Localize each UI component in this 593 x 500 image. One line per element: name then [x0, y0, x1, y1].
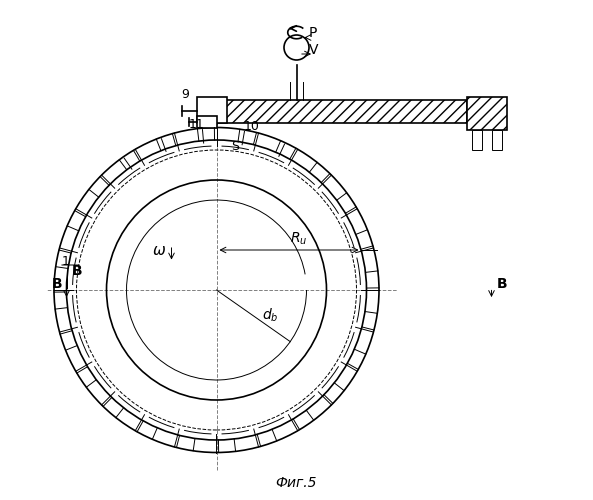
Text: $d_b$: $d_b$	[262, 307, 278, 324]
Bar	[471, 130, 482, 150]
Bar	[216, 100, 467, 122]
Text: P: P	[309, 26, 317, 40]
Text: Фиг.5: Фиг.5	[276, 476, 317, 490]
Text: V: V	[309, 43, 318, 57]
Text: 1: 1	[62, 255, 69, 268]
Text: B: B	[496, 276, 507, 290]
Bar	[196, 116, 216, 128]
Text: B: B	[52, 276, 62, 290]
Text: $R_u$: $R_u$	[291, 230, 308, 247]
Text: S: S	[231, 140, 240, 153]
Bar	[492, 130, 502, 150]
Text: 11: 11	[189, 118, 205, 130]
Text: B: B	[72, 264, 82, 278]
Text: 10: 10	[244, 120, 260, 133]
Text: 9: 9	[181, 88, 189, 101]
Text: $\omega$: $\omega$	[151, 243, 165, 258]
Bar	[467, 98, 506, 130]
Bar	[196, 98, 227, 122]
